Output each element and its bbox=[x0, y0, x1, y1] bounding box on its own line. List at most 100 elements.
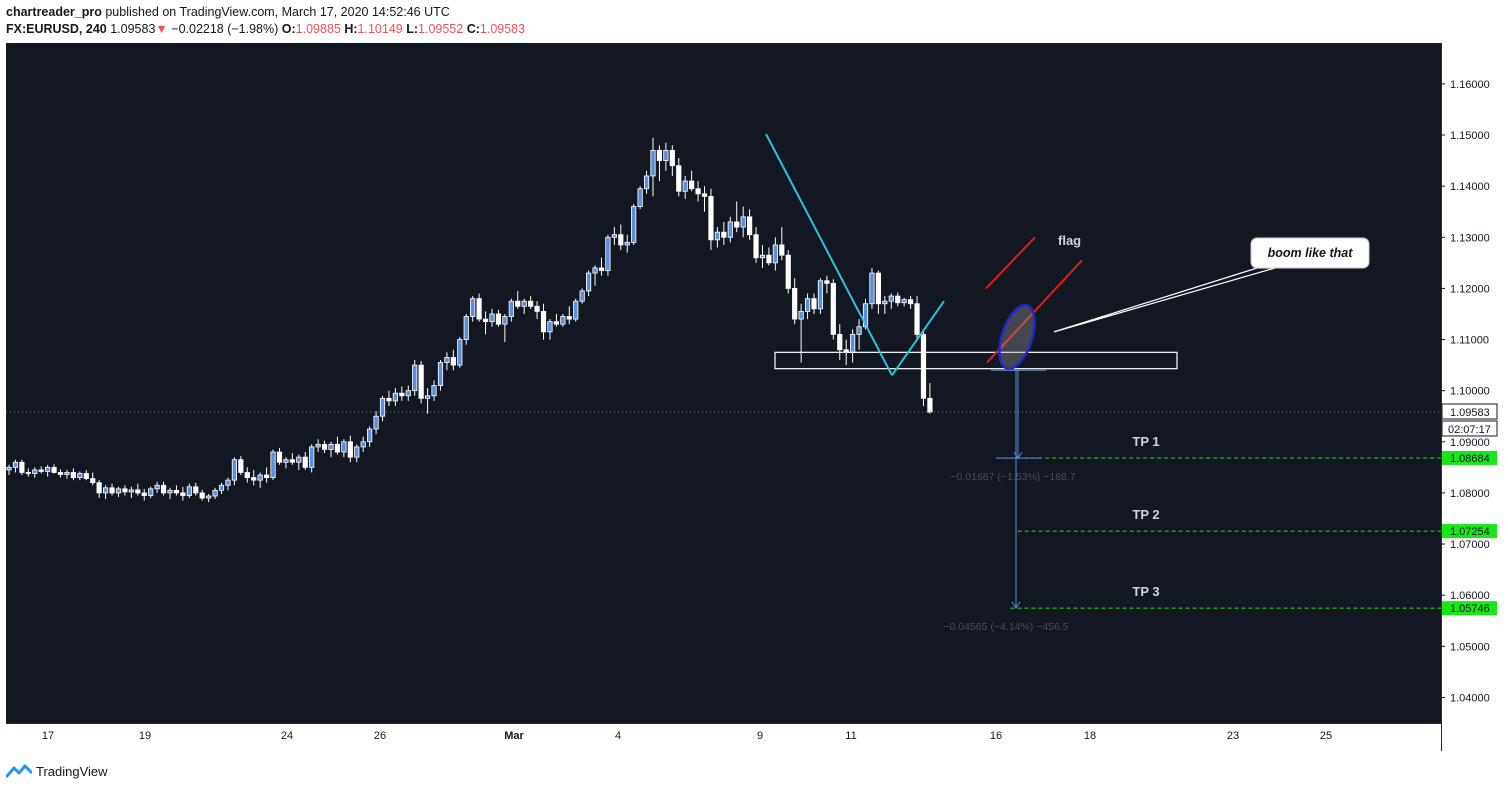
candle-body bbox=[115, 488, 122, 494]
candle-body bbox=[83, 473, 89, 480]
candle-body bbox=[586, 272, 592, 292]
target-price-tag bbox=[1442, 601, 1497, 616]
candle-body bbox=[502, 316, 508, 325]
candle-body bbox=[238, 459, 244, 473]
chart-area[interactable]: 1.04000 1.05000 1.06000 1.07000 1.08000 1.090… bbox=[6, 43, 1502, 751]
y-tick-label: 1.12000 bbox=[1450, 283, 1490, 295]
target-price-tag bbox=[1442, 450, 1497, 465]
candle-body bbox=[19, 461, 25, 473]
last-price: 1.09583 bbox=[110, 22, 156, 36]
target-price-text: 1.07254 bbox=[1450, 526, 1490, 538]
target-price-text: 1.05746 bbox=[1450, 603, 1490, 615]
candle-body bbox=[521, 300, 527, 307]
x-tick-label: 18 bbox=[1084, 730, 1096, 742]
y-tick-label: 1.04000 bbox=[1450, 692, 1490, 704]
candle-body bbox=[734, 221, 740, 228]
price-chart[interactable]: 1.04000 1.05000 1.06000 1.07000 1.08000 1.090… bbox=[6, 43, 1502, 751]
candle-body bbox=[495, 313, 502, 325]
y-tick-label: 1.06000 bbox=[1450, 590, 1490, 602]
candle-body bbox=[766, 254, 772, 264]
candle-body bbox=[804, 298, 811, 312]
x-tick-label: 19 bbox=[139, 730, 151, 742]
candle-body bbox=[785, 254, 791, 289]
candle-body bbox=[109, 487, 115, 494]
candle-body bbox=[882, 300, 888, 305]
candle-body bbox=[624, 241, 630, 246]
x-tick-label: 11 bbox=[845, 730, 856, 742]
tradingview-logo-icon bbox=[6, 764, 32, 778]
candle-body bbox=[257, 474, 263, 481]
candle-body bbox=[714, 231, 721, 241]
candle-body bbox=[605, 236, 611, 271]
candle-body bbox=[901, 299, 907, 304]
candle-body bbox=[244, 472, 250, 478]
footer-brand[interactable]: TradingView bbox=[6, 762, 108, 780]
candle-body bbox=[25, 472, 31, 474]
y-tick-label: 1.11000 bbox=[1450, 335, 1489, 347]
countdown-tag bbox=[1441, 420, 1498, 437]
candle-body bbox=[772, 244, 778, 264]
current-price-text: 1.09583 bbox=[1450, 407, 1490, 419]
candle-body bbox=[193, 486, 199, 494]
low-value: 1.09552 bbox=[418, 22, 464, 36]
measure-arrow-2 bbox=[1011, 601, 1021, 609]
price-change: −0.02218 (−1.98%) bbox=[171, 22, 279, 36]
candle-body bbox=[573, 300, 579, 320]
candle-body bbox=[663, 149, 669, 161]
flag-line-lower bbox=[986, 259, 1083, 364]
open-label: O: bbox=[281, 22, 296, 36]
callout-text: boom like that bbox=[1268, 246, 1354, 260]
candle-body bbox=[837, 334, 843, 351]
author-name[interactable]: chartreader_pro bbox=[6, 5, 102, 19]
candle-body bbox=[450, 357, 456, 366]
measure-label-1: −0.01687 (−1.53%) −168.7 bbox=[950, 471, 1075, 483]
callout-box bbox=[1250, 237, 1370, 269]
y-tick-label: 1.08000 bbox=[1450, 488, 1490, 500]
candle-body bbox=[186, 486, 192, 496]
x-tick-label: 26 bbox=[374, 730, 386, 742]
candle-body bbox=[908, 299, 914, 305]
candle-body bbox=[122, 488, 128, 493]
candle-body bbox=[283, 459, 289, 463]
candle-body bbox=[418, 364, 424, 399]
high-label: H: bbox=[344, 22, 358, 36]
candle-body bbox=[669, 149, 675, 167]
candle-body bbox=[270, 451, 276, 478]
candle-body bbox=[212, 489, 218, 497]
candle-body bbox=[824, 280, 830, 284]
candle-body bbox=[792, 288, 798, 320]
candle-body bbox=[57, 472, 64, 475]
candle-body bbox=[96, 482, 102, 494]
candle-body bbox=[141, 492, 147, 496]
candle-body bbox=[38, 469, 44, 472]
candle-body bbox=[405, 390, 411, 397]
candle-body bbox=[160, 484, 167, 494]
candle-body bbox=[64, 472, 70, 475]
candle-body bbox=[701, 193, 708, 197]
candle-body bbox=[206, 495, 212, 499]
candle-body bbox=[412, 364, 418, 392]
y-tick-label: 1.10000 bbox=[1450, 386, 1490, 398]
candle-body bbox=[45, 466, 51, 472]
close-label: C: bbox=[466, 22, 480, 36]
candle-body bbox=[650, 149, 656, 177]
candle-body bbox=[296, 456, 302, 463]
x-tick-label: 17 bbox=[42, 730, 54, 742]
candle-body bbox=[431, 385, 437, 397]
candle-body bbox=[888, 295, 894, 302]
y-tick-label: 1.05000 bbox=[1450, 641, 1490, 653]
flag-ellipse bbox=[998, 304, 1036, 370]
candle-body bbox=[167, 489, 173, 494]
candle-body bbox=[515, 300, 521, 307]
x-tick-label: 23 bbox=[1227, 730, 1239, 742]
candle-body bbox=[463, 316, 469, 340]
down-arrow-icon: ▼ bbox=[155, 22, 168, 36]
candle-body bbox=[437, 362, 444, 386]
candle-body bbox=[817, 280, 824, 310]
target-label: TP 2 bbox=[1132, 507, 1159, 522]
candle-body bbox=[263, 474, 270, 478]
y-tick-label: 1.13000 bbox=[1450, 232, 1490, 244]
candle-body bbox=[914, 303, 920, 335]
candle-body bbox=[740, 216, 746, 228]
candle-body bbox=[231, 459, 237, 481]
